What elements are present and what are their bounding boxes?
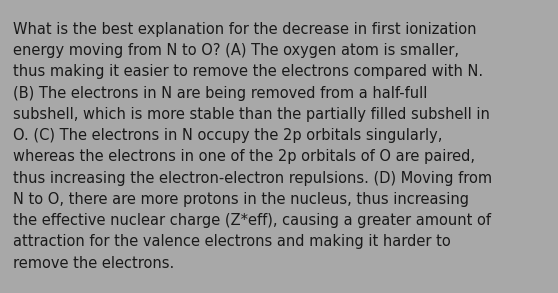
Text: What is the best explanation for the decrease in first ionization
energy moving : What is the best explanation for the dec…	[13, 22, 492, 271]
